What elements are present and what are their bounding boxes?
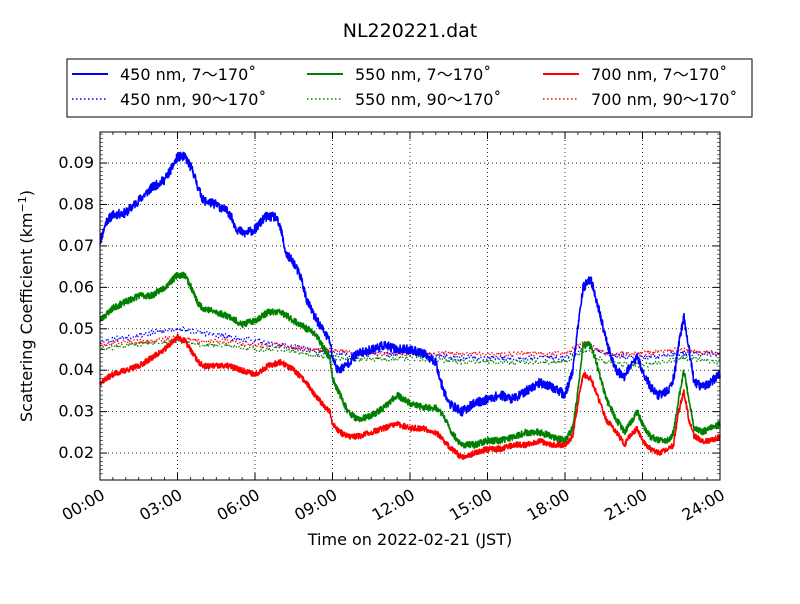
y-tick-label: 0.05: [58, 319, 94, 338]
legend-label: 700 nm, 7～170˚: [591, 65, 727, 84]
y-tick-label: 0.07: [58, 236, 94, 255]
y-axis-label-tail: ): [17, 190, 36, 196]
legend-label: 550 nm, 90～170˚: [355, 90, 501, 109]
legend-label: 450 nm, 90～170˚: [120, 90, 266, 109]
legend-label: 700 nm, 90～170˚: [591, 90, 737, 109]
y-axis-label-superscript: −1: [16, 196, 29, 212]
series-line: [99, 335, 721, 357]
series-line: [99, 271, 721, 449]
legend-label: 550 nm, 7～170˚: [355, 65, 491, 84]
legend-label: 450 nm, 7～170˚: [120, 65, 256, 84]
series-line: [99, 333, 721, 461]
series-line: [99, 151, 721, 417]
series-layer: [99, 151, 721, 461]
y-tick-label: 0.02: [58, 443, 94, 462]
y-axis-label: Scattering Coefficient (km−1): [16, 190, 36, 422]
chart-title: NL220221.dat: [343, 20, 478, 42]
x-axis-label: Time on 2022-02-21 (JST): [307, 530, 512, 549]
y-tick-label: 0.03: [58, 402, 94, 421]
legend-box: [66, 58, 753, 118]
y-axis-label-main: Scattering Coefficient (km: [17, 212, 36, 422]
y-tick-label: 0.04: [58, 360, 94, 379]
y-tick-label: 0.08: [58, 195, 94, 214]
legend: 450 nm, 7～170˚ 550 nm, 7～170˚ 700 nm, 7～17…: [66, 58, 753, 118]
y-tick-label: 0.06: [58, 277, 94, 296]
series-line: [99, 338, 721, 369]
y-tick-label: 0.09: [58, 153, 94, 172]
